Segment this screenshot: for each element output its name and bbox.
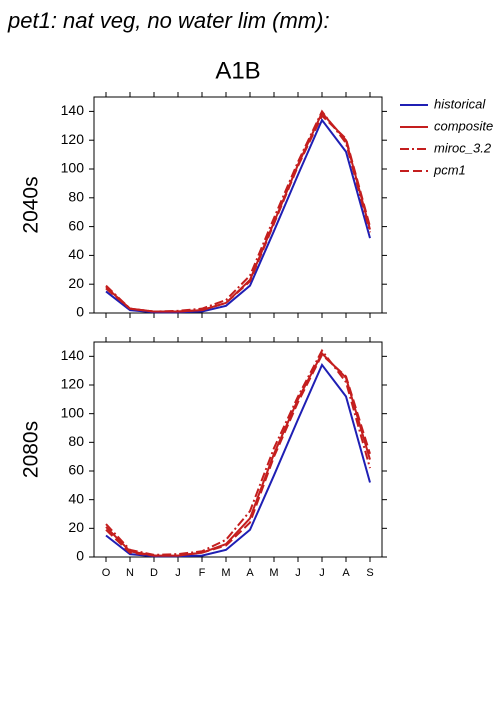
series-line — [105, 111, 371, 313]
x-tick-label: J — [319, 567, 325, 579]
panel-title: A1B — [215, 57, 260, 84]
legend-label: pcm1 — [433, 162, 466, 177]
x-tick-label: A — [342, 567, 350, 579]
y-tick-label: 120 — [61, 131, 85, 147]
y-tick-label: 100 — [61, 404, 85, 420]
y-tick-label: 40 — [68, 246, 84, 262]
y-tick-label: 100 — [61, 160, 85, 176]
series-line — [105, 114, 371, 313]
legend-label: composite — [434, 118, 493, 133]
x-tick-label: A — [246, 567, 254, 579]
y-tick-label: 20 — [68, 275, 84, 291]
y-tick-label: 0 — [76, 304, 84, 320]
series-line — [105, 353, 371, 557]
series-line — [105, 362, 371, 558]
x-tick-label: J — [175, 567, 181, 579]
plot-frame — [93, 341, 383, 558]
page-title: pet1: nat veg, no water lim (mm): — [7, 8, 330, 33]
y-tick-label: 80 — [68, 189, 84, 205]
y-tick-label: 140 — [61, 102, 85, 118]
x-tick-label: D — [150, 567, 158, 579]
legend-label: historical — [434, 96, 486, 111]
series-line — [105, 348, 371, 556]
x-tick-label: M — [269, 567, 278, 579]
y-axis-label: 2040s — [20, 176, 43, 233]
x-tick-label: F — [199, 567, 206, 579]
y-tick-label: 80 — [68, 433, 84, 449]
y-tick-label: 60 — [68, 462, 84, 478]
plot-frame — [93, 96, 383, 314]
x-tick-label: M — [221, 567, 230, 579]
series-line — [105, 109, 371, 313]
y-tick-label: 0 — [76, 548, 84, 564]
y-tick-label: 120 — [61, 376, 85, 392]
y-tick-label: 20 — [68, 519, 84, 535]
y-tick-label: 140 — [61, 347, 85, 363]
legend-label: miroc_3.2 — [434, 140, 492, 155]
x-tick-label: N — [126, 567, 134, 579]
x-tick-label: J — [295, 567, 301, 579]
series-line — [105, 118, 371, 314]
y-tick-label: 60 — [68, 217, 84, 233]
x-tick-label: S — [366, 567, 373, 579]
y-tick-label: 40 — [68, 490, 84, 506]
y-axis-label: 2080s — [20, 421, 43, 478]
x-tick-label: O — [102, 567, 111, 579]
